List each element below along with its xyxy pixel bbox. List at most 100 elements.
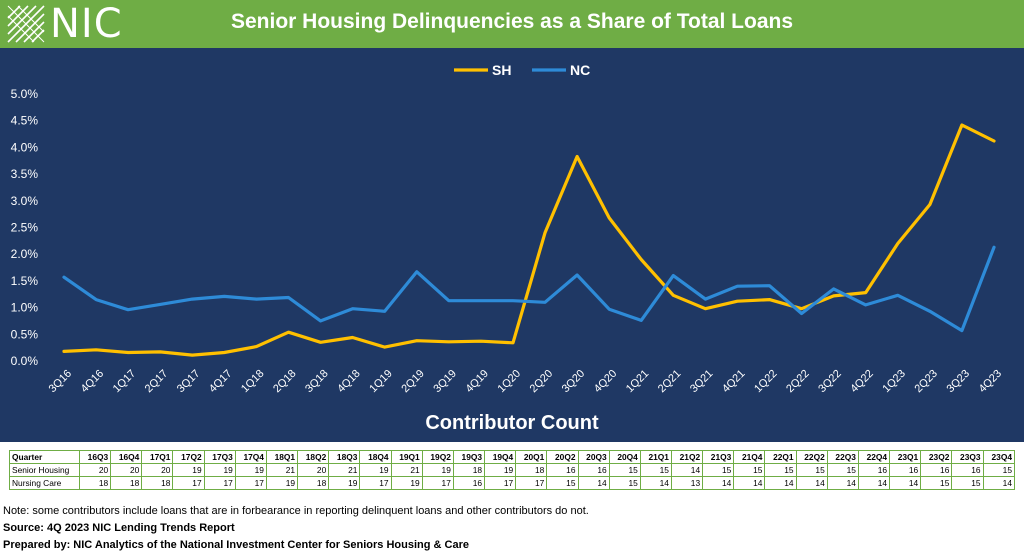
- x-tick-label: 4Q16: [79, 368, 107, 396]
- table-cell: 16Q3: [78, 450, 112, 464]
- x-tick-label: 3Q21: [688, 368, 716, 396]
- table-cell: 17: [234, 476, 267, 490]
- table-cell: 19: [359, 463, 392, 477]
- x-tick-label: 2Q19: [399, 368, 427, 396]
- table-cell: 18: [78, 476, 112, 490]
- x-tick-label: 2Q21: [656, 368, 684, 396]
- table-cell: 16Q4: [110, 450, 143, 464]
- x-tick-label: 3Q22: [816, 368, 844, 396]
- y-tick-label: 4.0%: [11, 140, 39, 154]
- table-cell: 22Q2: [795, 450, 828, 464]
- table-cell: 15: [608, 476, 641, 490]
- x-tick-label: 4Q19: [463, 368, 491, 396]
- table-cell: 14: [857, 476, 891, 490]
- table-cell: 19: [484, 463, 517, 477]
- table-cell: 14: [889, 476, 922, 490]
- table-cell: 16: [951, 463, 984, 477]
- table-row: Senior Housing 20 20 20 19 19 19 21 20 21 19 21 19 18…: [9, 463, 1016, 477]
- x-tick-label: 1Q21: [624, 368, 652, 396]
- table-cell: 15: [733, 463, 766, 477]
- table-cell: 21: [265, 463, 299, 477]
- table-cell: 19Q2: [421, 450, 454, 464]
- y-axis: 0.0% 0.5% 1.0% 1.5% 2.0% 2.5% 3.0% 3.5% 4.0% 4.5%…: [11, 87, 39, 368]
- table-cell: 17: [484, 476, 517, 490]
- table-cell: 15: [951, 476, 984, 490]
- table-cell: 18Q3: [328, 450, 361, 464]
- table-row-label: Nursing Care: [9, 476, 80, 490]
- table-cell: 17: [359, 476, 392, 490]
- table-cell: 14: [577, 476, 610, 490]
- table-cell: 13: [670, 476, 704, 490]
- table-cell: 17: [421, 476, 454, 490]
- logo-grid-icon: [7, 5, 45, 43]
- table-cell: 22Q4: [857, 450, 891, 464]
- y-tick-label: 1.0%: [11, 301, 39, 315]
- x-tick-label: 2Q23: [912, 368, 940, 396]
- x-tick-label: 4Q22: [848, 368, 876, 396]
- table-cell: 22Q3: [826, 450, 859, 464]
- x-tick-label: 1Q17: [111, 368, 139, 396]
- table-cell: 23Q1: [889, 450, 922, 464]
- prepared-by-text: Prepared by: NIC Analytics of the Nation…: [3, 539, 469, 551]
- table-cell: 23Q2: [920, 450, 953, 464]
- table-cell: 19: [421, 463, 454, 477]
- chart-legend: SH NC: [454, 62, 590, 78]
- table-cell: 20Q1: [515, 450, 548, 464]
- table-cell: 15: [608, 463, 641, 477]
- nic-logo: NIC: [6, 4, 123, 44]
- x-tick-label: 1Q23: [880, 368, 908, 396]
- y-tick-label: 4.5%: [11, 114, 39, 128]
- table-cell: 19Q4: [484, 450, 517, 464]
- table-cell: 15: [826, 463, 859, 477]
- x-tick-label: 2Q18: [271, 368, 299, 396]
- contributor-band: [0, 408, 1024, 442]
- table-cell: 19: [234, 463, 267, 477]
- table-cell: 16: [546, 463, 579, 477]
- table-cell: 14: [639, 476, 672, 490]
- chart-area: SH NC 0.0% 0.5% 1.0% 1.5% 2.0% 2.5% 3.0% 3.5% 4.0…: [0, 48, 1024, 418]
- table-cell: 14: [826, 476, 859, 490]
- x-tick-label: 2Q17: [143, 368, 171, 396]
- table-cell: 15: [982, 463, 1016, 477]
- table-cell: 18: [297, 476, 330, 490]
- notes-block: Note: some contributors include loans th…: [3, 503, 589, 554]
- table-cell: 16: [577, 463, 610, 477]
- x-tick-label: 4Q21: [720, 368, 748, 396]
- x-tick-label: 4Q17: [207, 368, 235, 396]
- x-tick-label: 1Q18: [239, 368, 267, 396]
- x-tick-label: 1Q20: [496, 368, 524, 396]
- table-cell: 15: [764, 463, 797, 477]
- x-tick-label: 2Q22: [784, 368, 812, 396]
- table-cell: 23Q3: [951, 450, 984, 464]
- series-line-sh: [62, 123, 996, 357]
- table-cell: 20: [141, 463, 174, 477]
- y-tick-label: 2.0%: [11, 247, 39, 261]
- page-title: Senior Housing Delinquencies as a Share …: [230, 10, 794, 33]
- table-cell: 15: [920, 476, 953, 490]
- series-lines: [62, 123, 996, 357]
- x-tick-label: 1Q22: [752, 368, 780, 396]
- table-cell: 16: [889, 463, 922, 477]
- table-cell: 17: [172, 476, 205, 490]
- x-tick-label: 2Q20: [528, 368, 556, 396]
- x-tick-label: 1Q19: [367, 368, 395, 396]
- x-tick-label: 4Q23: [977, 368, 1005, 396]
- table-row: Nursing Care 18 18 18 17 17 17 19 18 19 17 19 17 16 17…: [9, 476, 1016, 490]
- table-cell: 18: [515, 463, 548, 477]
- table-cell: 14: [702, 476, 735, 490]
- x-tick-label: 3Q17: [175, 368, 203, 396]
- y-tick-label: 0.0%: [11, 354, 39, 368]
- table-cell: 18: [141, 476, 174, 490]
- x-axis: 3Q16 4Q16 1Q17 2Q17 3Q17 4Q17 1Q18 2Q18 3Q18 4Q18…: [47, 368, 1005, 396]
- y-tick-label: 1.5%: [11, 274, 39, 288]
- table-cell: 17Q2: [172, 450, 205, 464]
- x-tick-label: 4Q20: [592, 368, 620, 396]
- x-tick-label: 3Q19: [431, 368, 459, 396]
- table-cell: 17Q3: [203, 450, 236, 464]
- table-cell: 18: [110, 476, 143, 490]
- table-cell: 19Q3: [452, 450, 486, 464]
- table-cell: 19: [265, 476, 299, 490]
- table-cell: 19: [203, 463, 236, 477]
- x-tick-label: 3Q16: [47, 368, 75, 396]
- line-chart: SH NC 0.0% 0.5% 1.0% 1.5% 2.0% 2.5% 3.0% 3.5% 4.0…: [11, 62, 1005, 396]
